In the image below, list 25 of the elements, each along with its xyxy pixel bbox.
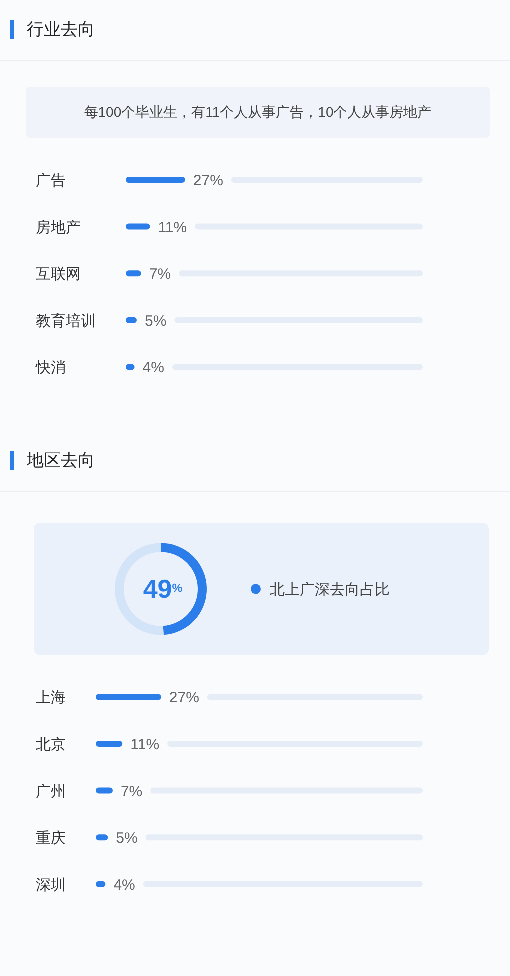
data-label: 7% [149,266,172,284]
y-tick-label: 广州 [36,783,66,800]
y-tick-label: 教育培训 [36,312,96,330]
y-tick-label: 快消 [35,360,66,377]
data-label: 11% [158,219,188,236]
data-label: 7% [120,783,143,800]
chart-title: 地区去向 [26,451,95,470]
y-tick-label: 深圳 [36,876,66,894]
y-tick-label: 互联网 [36,266,81,284]
text: 每100个毕业生，有11个人从事广告，10个人从事房地产 [84,104,432,120]
data-label: 5% [145,312,167,330]
y-tick-label: 广告 [36,172,66,190]
y-tick-label: 重庆 [36,830,66,848]
legend-label: 北上广深去向占比 [270,582,390,599]
chart-title: 行业去向 [27,20,95,39]
data-label: 49$^{%}$ [143,574,184,604]
y-tick-label: 北京 [36,736,66,754]
data-label: 11% [130,736,160,754]
y-tick-label: 上海 [36,690,66,707]
data-label: 4% [142,360,164,377]
data-label: 27% [169,690,200,707]
y-tick-label: 房地产 [36,219,81,236]
data-label: 5% [116,830,138,848]
data-label: 4% [114,876,136,894]
data-label: 27% [193,172,224,190]
